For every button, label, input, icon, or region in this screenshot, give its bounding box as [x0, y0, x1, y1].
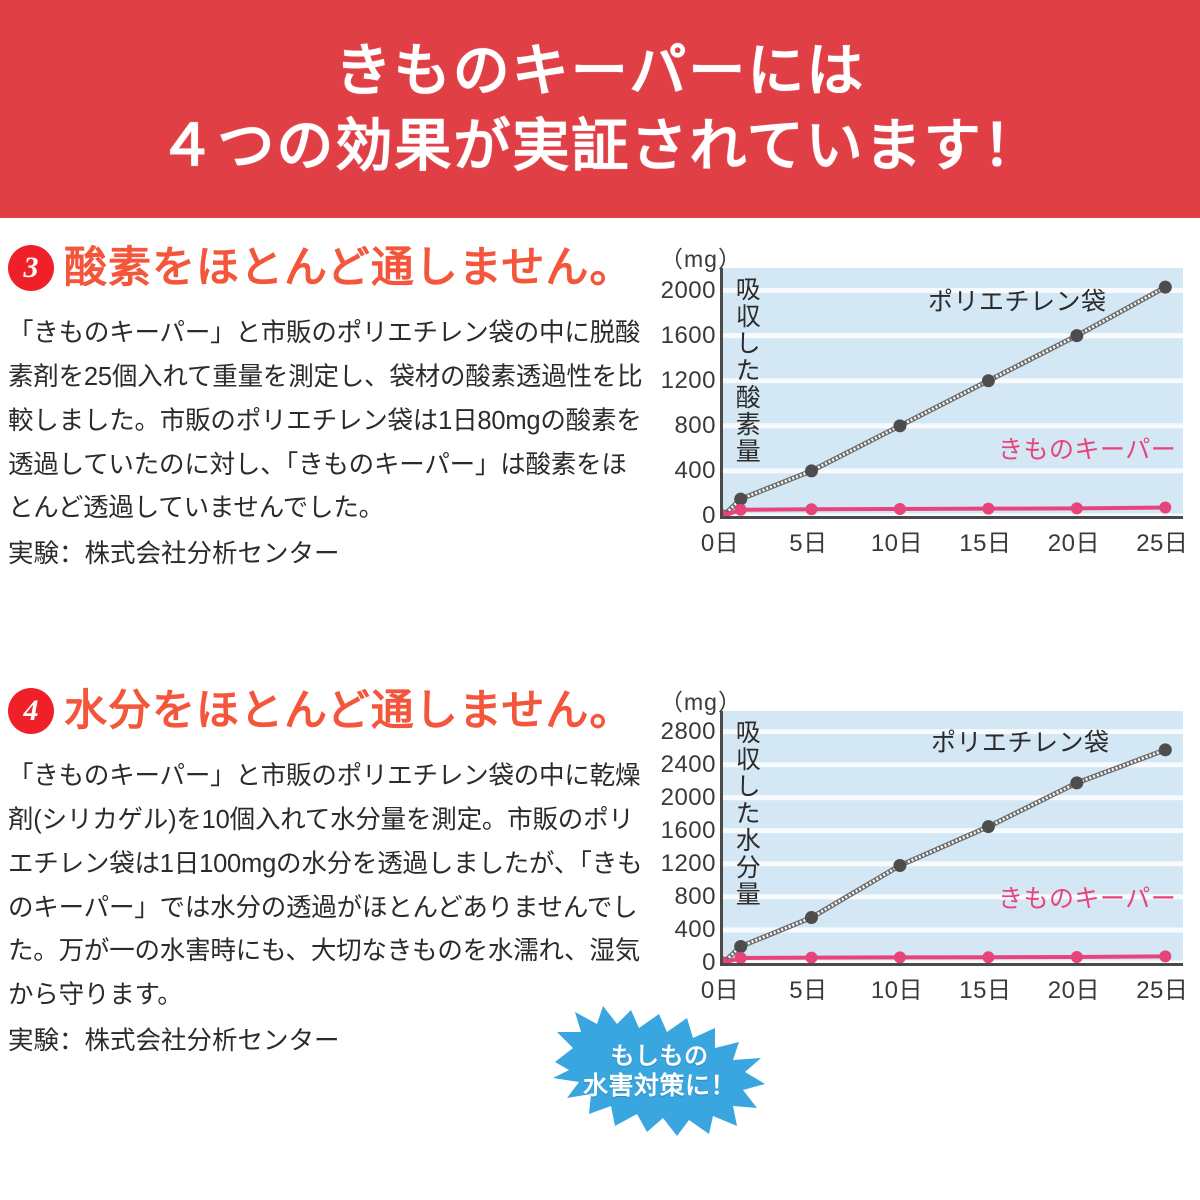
oxygen-point [723, 510, 729, 516]
moisture-x-tick: 15日 [959, 977, 1012, 1004]
moisture-point [1070, 951, 1083, 963]
section-oxygen-credit: 実験：株式会社分析センター [8, 540, 340, 569]
moisture-chart-x-axis: 0日 5日 10日 15日 20日 25日 [701, 970, 1200, 1008]
oxygen-point [804, 464, 818, 478]
oxygen-point [1070, 502, 1083, 515]
section-moisture-text-column: 4 水分をほとんど通しません。 「きものキーパー」と市販のポリエチレン袋の中に乾… [0, 683, 652, 1173]
oxygen-point [893, 503, 906, 516]
oxygen-point [734, 492, 748, 506]
oxygen-y-tick: 1200 [660, 366, 716, 394]
oxygen-point [805, 503, 818, 516]
section-oxygen-body: 「きものキーパー」と市販のポリエチレン袋の中に脱酸素剤を25個入れて重量を測定し… [8, 319, 643, 523]
moisture-y-tick: 2800 [660, 717, 716, 745]
moisture-x-tick: 10日 [870, 977, 924, 1004]
oxygen-chart-plot-area: 吸収した酸素量 ポリエチレン袋 きものキーパー [720, 268, 1183, 519]
section-moisture-heading-row: 4 水分をほとんど通しません。 [8, 683, 652, 739]
moisture-chart-unit-label: （mg） [660, 689, 742, 715]
oxygen-point [1159, 501, 1172, 514]
section-moisture: 4 水分をほとんど通しません。 「きものキーパー」と市販のポリエチレン袋の中に乾… [0, 673, 1200, 1173]
moisture-y-tick: 800 [674, 882, 716, 910]
oxygen-point [981, 374, 995, 388]
section-oxygen: 3 酸素をほとんど通しません。 「きものキーパー」と市販のポリエチレン袋の中に脱… [0, 218, 1200, 673]
section-moisture-chart-column: （mg） 0 400 800 1200 1600 2000 2400 2800 吸収した水分量… [652, 683, 1200, 1173]
moisture-point [893, 859, 907, 873]
moisture-point [893, 951, 906, 963]
moisture-point [734, 939, 748, 953]
section-number-badge-4: 4 [8, 688, 54, 734]
moisture-chart-plot-area: 吸収した水分量 ポリエチレン袋 きものキーパー [720, 711, 1183, 966]
oxygen-y-tick: 800 [674, 411, 716, 439]
moisture-chart: （mg） 0 400 800 1200 1600 2000 2400 2800 吸収した水分量… [652, 683, 1200, 1008]
moisture-point [1158, 743, 1172, 757]
oxygen-point [893, 419, 907, 433]
moisture-x-tick: 20日 [1047, 977, 1100, 1004]
oxygen-x-tick: 15日 [959, 530, 1012, 557]
oxygen-chart-y-axis-title: 吸収した酸素量 [732, 276, 761, 465]
moisture-y-tick: 1600 [660, 816, 716, 844]
moisture-chart-svg [723, 729, 1183, 963]
oxygen-x-tick: 20日 [1047, 530, 1100, 557]
moisture-y-tick: 1200 [660, 849, 716, 877]
section-number-badge-3: 3 [8, 245, 54, 291]
oxygen-point [1158, 280, 1172, 294]
oxygen-chart-unit-label: （mg） [660, 246, 742, 272]
oxygen-chart-svg [723, 280, 1183, 516]
oxygen-y-tick: 0 [702, 502, 716, 529]
section-oxygen-heading-row: 3 酸素をほとんど通しません。 [8, 240, 652, 296]
moisture-chart-y-axis-title: 吸収した水分量 [732, 719, 761, 908]
oxygen-chart-label-kimono-keeper: きものキーパー [998, 436, 1177, 464]
moisture-point [734, 952, 747, 963]
moisture-point [805, 951, 818, 963]
oxygen-chart-y-axis: 0 400 800 1200 1600 2000 [652, 268, 720, 529]
section-oxygen-chart-column: （mg） 0 400 800 1200 1600 2000 吸収した酸素量 ポリエチレン袋… [652, 240, 1200, 673]
moisture-x-tick: 0日 [700, 977, 740, 1004]
banner-headline-line1: きものキーパーには [334, 39, 866, 103]
oxygen-chart: （mg） 0 400 800 1200 1600 2000 吸収した酸素量 ポリエチレン袋… [652, 240, 1200, 561]
oxygen-x-tick: 5日 [789, 530, 828, 557]
moisture-point [982, 951, 995, 963]
oxygen-point [734, 503, 747, 516]
section-oxygen-heading: 酸素をほとんど通しません。 [64, 244, 634, 292]
oxygen-x-tick: 10日 [870, 530, 924, 557]
moisture-point [723, 957, 729, 963]
moisture-point [1159, 950, 1172, 963]
oxygen-point [982, 502, 995, 515]
moisture-x-tick: 5日 [789, 977, 828, 1004]
oxygen-x-tick: 0日 [700, 530, 740, 557]
moisture-chart-y-axis: 0 400 800 1200 1600 2000 2400 2800 [652, 711, 720, 976]
oxygen-y-tick: 2000 [660, 276, 716, 304]
oxygen-x-tick: 25日 [1136, 530, 1189, 557]
moisture-x-tick: 25日 [1136, 977, 1189, 1004]
header-banner: きものキーパーには ４つの効果が実証されています！ [0, 0, 1200, 218]
section-moisture-credit: 実験：株式会社分析センター [8, 1027, 340, 1056]
moisture-chart-label-polyethylene: ポリエチレン袋 [931, 729, 1110, 757]
moisture-point [981, 820, 995, 834]
moisture-y-tick: 2000 [660, 783, 716, 811]
section-moisture-body: 「きものキーパー」と市販のポリエチレン袋の中に乾燥剤(シリカゲル)を10個入れて… [8, 762, 643, 1010]
moisture-chart-label-kimono-keeper: きものキーパー [998, 885, 1177, 913]
starburst-shape-icon [553, 1006, 765, 1136]
moisture-point [1070, 776, 1084, 790]
section-moisture-heading: 水分をほとんど通しません。 [64, 687, 634, 735]
moisture-y-tick: 400 [674, 915, 716, 943]
oxygen-y-tick: 1600 [660, 321, 716, 349]
oxygen-chart-label-polyethylene: ポリエチレン袋 [928, 288, 1107, 316]
oxygen-chart-x-axis: 0日 5日 10日 15日 20日 25日 [701, 523, 1200, 561]
moisture-y-tick: 2400 [660, 750, 716, 778]
oxygen-y-tick: 400 [674, 456, 716, 484]
moisture-y-tick: 0 [702, 949, 716, 976]
banner-headline-line2: ４つの効果が実証されています！ [158, 115, 1042, 178]
moisture-point [804, 911, 818, 925]
oxygen-point [1070, 329, 1084, 343]
flood-protection-badge: もしもの 水害対策に！ [547, 1004, 772, 1139]
section-oxygen-text-column: 3 酸素をほとんど通しません。 「きものキーパー」と市販のポリエチレン袋の中に脱… [0, 240, 652, 673]
